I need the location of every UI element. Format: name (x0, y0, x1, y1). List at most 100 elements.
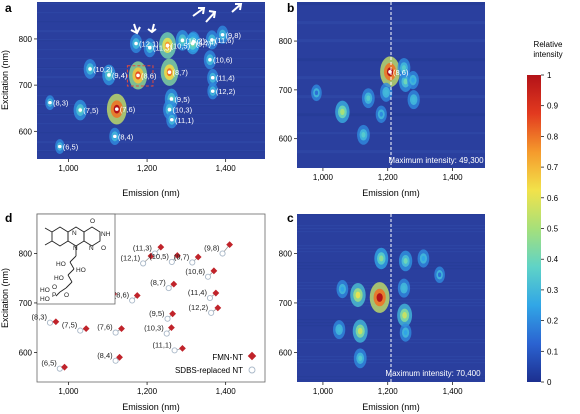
x-axis-title-d: Emission (nm) (122, 402, 180, 412)
svg-text:HO: HO (54, 275, 64, 282)
arrow-icon (205, 10, 217, 23)
peak-core (355, 291, 361, 299)
y-axis-a: 600 700 800 (19, 35, 37, 136)
colorbar-tick-label: 0.2 (547, 317, 559, 326)
highlight-box (126, 65, 154, 87)
peak-label: (9,8) (226, 31, 242, 40)
point-label: (11,3) (133, 244, 153, 253)
point-label: (12,1) (121, 253, 141, 262)
panel-c: Maximum intensity: 70,400 c 600 700 800 1,… (279, 211, 485, 412)
sdbs-point (204, 273, 212, 280)
sdbs-point (206, 294, 214, 302)
noise-streak (297, 115, 485, 117)
noise-streak (297, 288, 485, 290)
x-tick-label: 1,200 (137, 164, 158, 173)
peak-label: (8,6) (141, 71, 157, 80)
y-tick-label: 600 (19, 127, 33, 136)
max-intensity-b: Maximum intensity: 49,300 (388, 156, 484, 165)
noise-streak (297, 322, 485, 324)
x-axis-d: 1,000 1,200 1,400 (58, 382, 236, 396)
fmn-point (168, 324, 175, 332)
max-intensity-c: Maximum intensity: 70,400 (385, 369, 481, 378)
x-tick-label: 1,200 (137, 387, 158, 396)
peak-label: (12,4) (196, 38, 216, 47)
sdbs-point (56, 365, 63, 372)
noise-streak (297, 21, 485, 23)
peak-core (314, 90, 319, 96)
colorbar-tick-label: 0.3 (547, 286, 559, 295)
y-axis-c: 600 700 800 (279, 250, 297, 357)
peak-dot (190, 41, 195, 46)
sdbs-point (219, 250, 226, 257)
sdbs-point (112, 357, 119, 364)
peak-label: (12,1) (139, 40, 159, 49)
noise-streak (297, 268, 485, 270)
point-label: (8,6) (114, 290, 130, 299)
noise-streak (37, 12, 265, 14)
peak-label: (6,5) (63, 143, 79, 152)
noise-streak (297, 151, 485, 153)
fmn-point (118, 325, 125, 333)
fmn-point (169, 310, 177, 318)
peak-label: (8,6) (393, 68, 409, 77)
peak-label: (10,6) (213, 56, 233, 65)
colorbar: Relative intensity 0 0.1 0.2 0.3 0.4 0.5 0.6 0.… (527, 40, 563, 387)
peak-core (437, 272, 442, 278)
y-axis-b: 600 700 800 (279, 37, 297, 144)
molecule-inset: O NH O N N N HO HO HO O P HO HO O (36, 213, 116, 305)
peak-dot (148, 45, 152, 50)
noise-streak (297, 228, 485, 230)
noise-streak (297, 362, 485, 364)
peak-label: (7,5) (83, 106, 99, 115)
svg-text:O: O (52, 284, 57, 291)
x-tick-label: 1,400 (443, 173, 464, 182)
peak-core (340, 108, 345, 116)
peak-core (379, 111, 384, 117)
noise-streak (297, 282, 485, 284)
point-label: (8,7) (150, 278, 166, 287)
fmn-point (133, 292, 141, 299)
noise-streak (37, 114, 265, 116)
svg-text:HO: HO (76, 267, 86, 274)
svg-text:N: N (73, 245, 78, 252)
peak-dot (113, 134, 117, 139)
noise-streak (297, 302, 485, 304)
heatmap-peaks-b (311, 56, 420, 145)
colorbar-ticks: 0 0.1 0.2 0.3 0.4 0.5 0.6 0.7 0.8 0.9 1 (541, 71, 559, 387)
peak-dot (107, 73, 111, 77)
point-label: (10,5) (149, 252, 169, 261)
peak-dot (167, 107, 172, 112)
peak-label: (11,3) (153, 44, 173, 53)
noise-streak (37, 142, 265, 144)
peak-core (366, 95, 371, 102)
peak-dot (388, 70, 392, 74)
peak-dot (220, 32, 225, 37)
peak-label: (11,1) (175, 116, 195, 125)
heatmap-peaks-c (333, 247, 445, 369)
noise-streak (37, 76, 265, 78)
arrow-icon (192, 7, 206, 17)
fmn-point (194, 253, 202, 261)
fmn-point (173, 252, 181, 259)
noise-streak (297, 262, 485, 264)
panel-letter-c: c (287, 211, 294, 225)
peak-label: (10,5) (171, 41, 191, 50)
fmn-point (157, 243, 165, 251)
colorbar-tick-label: 0.8 (547, 132, 559, 141)
noise-streak (37, 58, 265, 60)
noise-streak (37, 105, 265, 107)
y-axis-title-d: Excitation (nm) (0, 268, 10, 328)
peak-label: (8,4) (118, 132, 134, 141)
noise-streak (37, 2, 265, 4)
sdbs-point (129, 297, 136, 304)
point-label: (6,5) (41, 359, 57, 368)
noise-streak (37, 77, 265, 79)
fmn-point (170, 280, 178, 288)
y-axis-title-a: Excitation (nm) (0, 50, 10, 110)
y-tick-label: 800 (279, 37, 293, 46)
peak-dot (210, 75, 215, 80)
colorbar-tick-label: 0.4 (547, 255, 559, 264)
legend-label-sdbs: SDBS-replaced NT (175, 366, 243, 375)
point-label: (10,6) (185, 267, 205, 276)
